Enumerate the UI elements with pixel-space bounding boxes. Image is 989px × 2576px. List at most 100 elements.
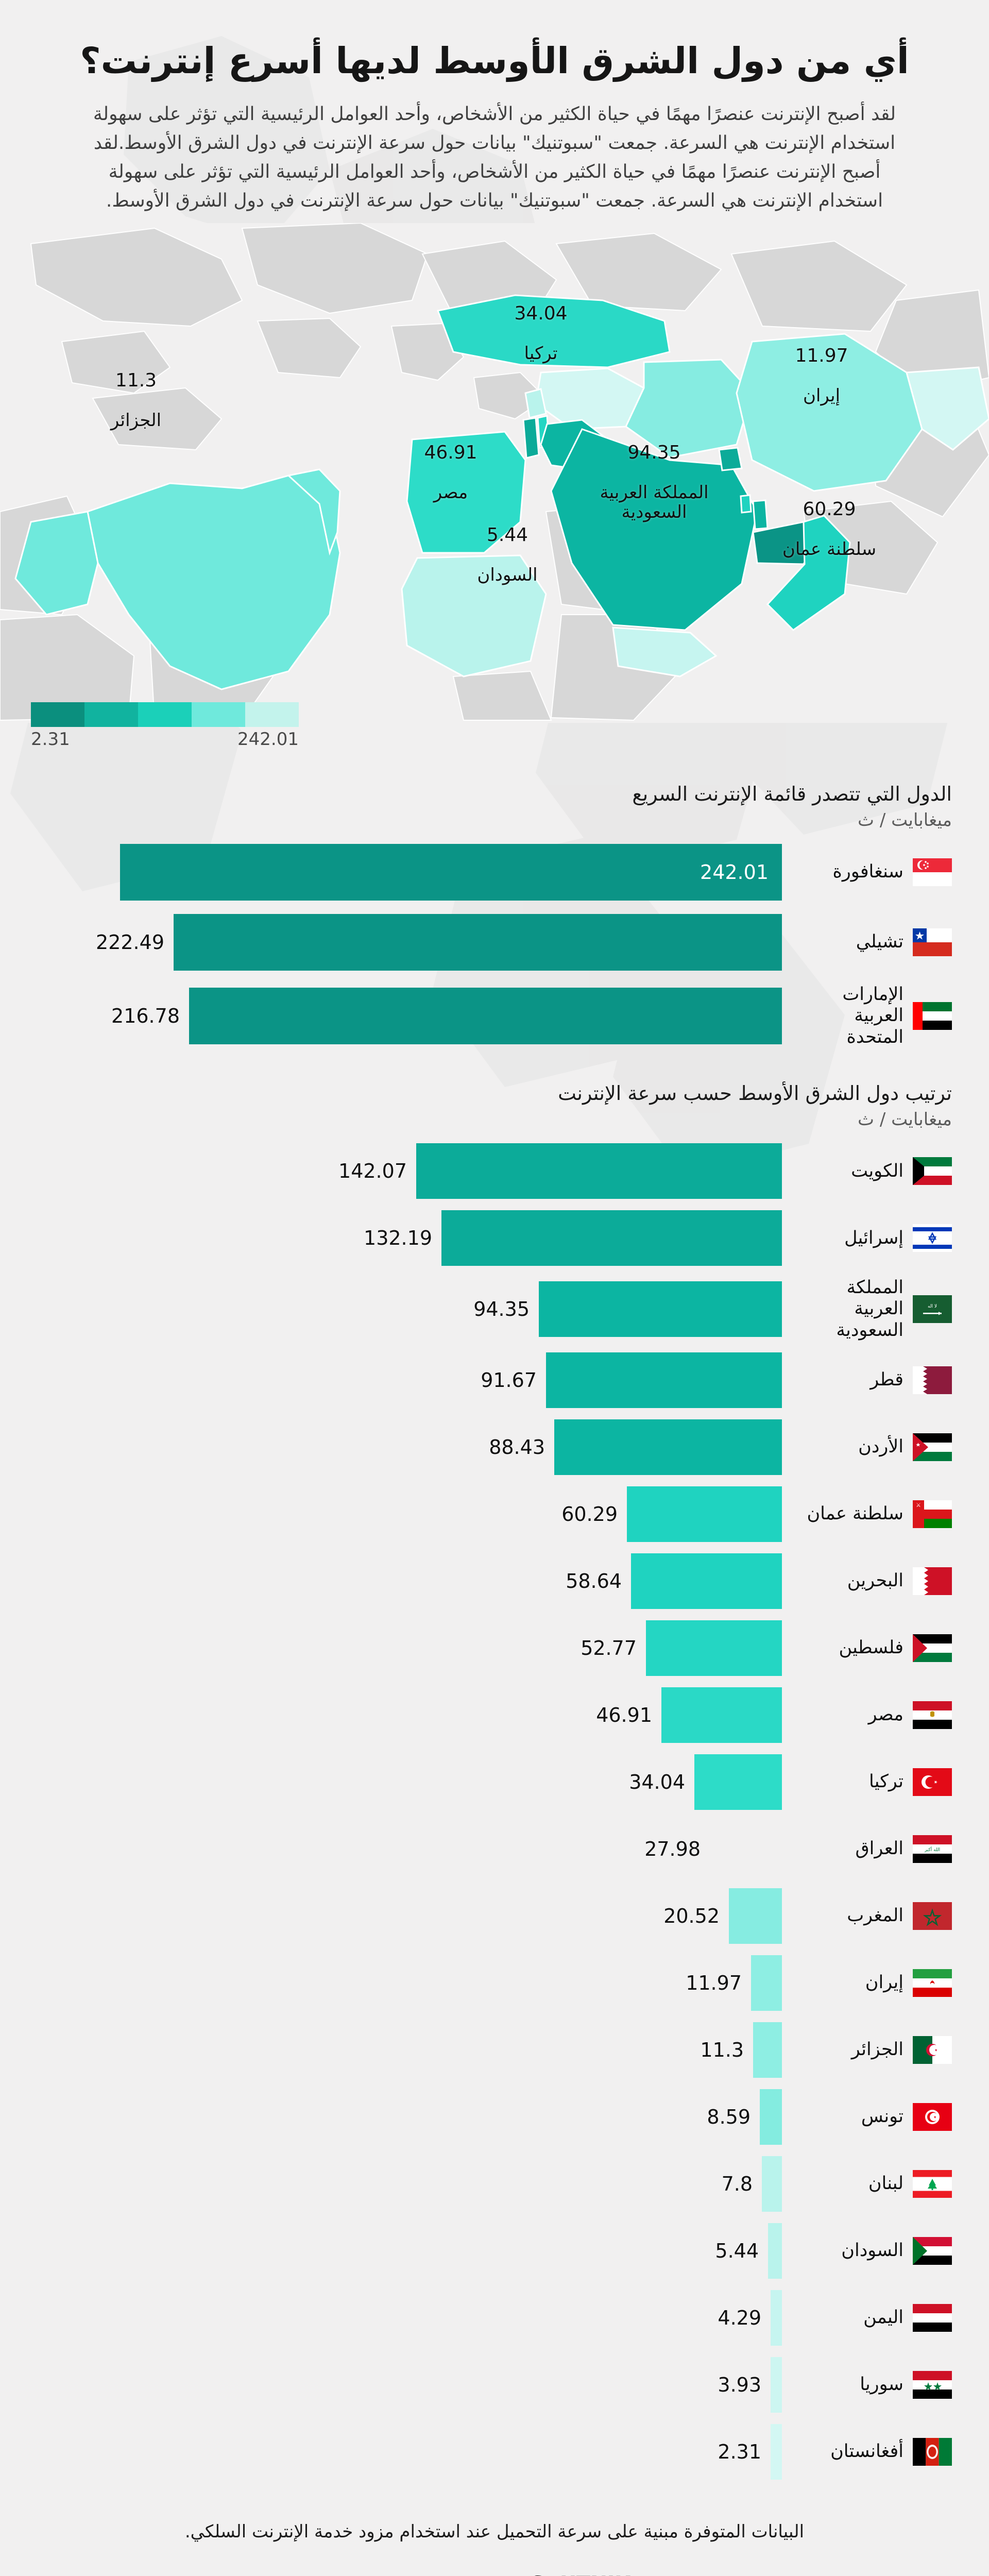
top-countries-bar-chart: سنغافورة 242.01 تشيلي 222.49 الإمارات العربي… [37,843,952,1048]
map-label-value: 60.29 [803,498,856,520]
section-unit: ميغابايت / ث [858,1109,952,1130]
bar-row: سنغافورة 242.01 [37,843,952,901]
bar-value-label: 132.19 [364,1227,432,1250]
map-label-oman: 60.29 سلطنة عمان [773,480,886,579]
bar-value-label: 34.04 [629,1771,685,1794]
choropleth-map: 34.04 تركيا 11.3 الجزائر 11.97 إيران 46.… [0,223,989,723]
country-name: العراق [855,1838,903,1859]
bar-row: أفغانستان 2.31 [37,2424,952,2480]
singapore-flag [913,858,952,886]
bar-track: 216.78 [37,987,782,1044]
footer-note: البيانات المتوفرة مبنية على سرعة التحميل… [184,2521,805,2543]
map-label-iran: 11.97 إيران [762,326,881,426]
bar-track: 142.07 [37,1143,782,1199]
syria-flag [913,2371,952,2399]
map-label-name: المملكة العربية السعودية [600,482,709,523]
afghanistan-flag [913,2438,952,2466]
svg-text:⚔: ⚔ [916,1502,921,1509]
country-name: اليمن [863,2307,903,2328]
bar-row: تركيا 34.04 [37,1754,952,1810]
legend-swatch-1 [192,702,245,727]
page-title: أي من دول الشرق الأوسط لديها أسرع إنترنت… [80,40,909,82]
country-name: الأردن [858,1436,903,1458]
map-country-kuwait [718,446,743,471]
legend-swatch-4 [31,702,84,727]
country-name: السودان [841,2240,903,2261]
bar-row-label: تركيا [782,1768,952,1797]
map-label-value: 11.97 [795,345,848,366]
country-name: المملكة العربية السعودية [836,1277,903,1341]
bar-row-label: المغرب [782,1902,952,1930]
country-name: الإمارات العربية المتحدة [842,984,903,1047]
bar-row-label: تونس [782,2103,952,2131]
bar-value-label: 52.77 [581,1637,637,1660]
bar-track: 242.01 [37,843,782,901]
bar-row: الأردن 88.43 [37,1419,952,1476]
bar-value-label: 11.97 [686,1972,742,1995]
bar-row-label: سوريا [782,2371,952,2399]
country-name: البحرين [847,1570,903,1591]
bar-row-label: لبنان [782,2170,952,2198]
bar [631,1553,782,1609]
page-subtitle: لقد أصبح الإنترنت عنصرًا مهمًا في حياة ا… [93,103,896,212]
bar-track: 132.19 [37,1210,782,1266]
bar-track: 2.31 [37,2424,782,2480]
bar-track: 91.67 [37,1352,782,1409]
bar-track: 7.8 [37,2156,782,2212]
map-label-turkey: 34.04 تركيا [479,284,603,383]
uae-flag [913,1002,952,1030]
map-label-name: مصر [433,482,468,503]
svg-text:الله أكبر: الله أكبر [924,1846,940,1853]
bar [546,1352,782,1409]
bar [416,1143,782,1199]
bar-value-label: 222.49 [96,930,164,954]
bar [189,987,782,1044]
bar-value-label: 3.93 [718,2374,761,2397]
map-label-name: السودان [477,564,538,585]
bar [729,1888,782,1944]
legend-min-label: 2.31 [31,728,70,750]
palestine-flag [913,1634,952,1663]
legend-color-bar [31,702,299,727]
country-name: تشيلي [856,931,903,953]
bar-value-label: 11.3 [700,2039,744,2062]
map-label-sudan: 5.44 السودان [448,505,567,605]
qatar-flag [913,1366,952,1395]
bar [694,1754,782,1810]
legend-swatch-0 [245,702,299,727]
bar-value-label: 60.29 [561,1503,618,1526]
bar-row-label: الله أكبر العراق [782,1835,952,1863]
bar [753,2022,782,2078]
bar-value-label: 91.67 [481,1369,537,1392]
country-name: تونس [861,2106,903,2127]
bar-row: سوريا 3.93 [37,2357,952,2413]
iraq-flag: الله أكبر [913,1835,952,1863]
map-label-value: 5.44 [486,524,528,546]
saudi-arabia-flag: لا اله [913,1295,952,1324]
kuwait-flag [913,1157,952,1185]
map-label-value: 94.35 [627,442,681,463]
section-unit: ميغابايت / ث [858,809,952,831]
bar-value-label: 58.64 [566,1570,622,1593]
israel-flag [913,1224,952,1252]
bar [771,2424,782,2480]
bar-row-label: فلسطين [782,1634,952,1663]
bar-track: 46.91 [37,1687,782,1743]
bar-row-label: سنغافورة [782,858,952,886]
bar [760,2089,782,2145]
bar-track: 58.64 [37,1553,782,1609]
bar-row-label: السودان [782,2237,952,2265]
bar [771,2290,782,2346]
ranking-section: ترتيب دول الشرق الأوسط حسب سرعة الإنترنت… [0,1081,989,2480]
bar-row: اليمن 4.29 [37,2290,952,2346]
footer-bottom-bar: SPUTNIK Arabic المصدر:speedtest.net [37,2574,952,2576]
map-country-bahrain [740,494,752,514]
bar-value-label: 46.91 [596,1704,652,1727]
bar-row: تونس 8.59 [37,2089,952,2145]
bar-track: 60.29 [37,1486,782,1543]
infographic-header: أي من دول الشرق الأوسط لديها أسرع إنترنت… [0,0,989,216]
bar-value-label: 2.31 [718,2441,761,2464]
bar-row: لبنان 7.8 [37,2156,952,2212]
bar-row-label: تشيلي [782,928,952,956]
bar-row: الكويت 142.07 [37,1143,952,1199]
